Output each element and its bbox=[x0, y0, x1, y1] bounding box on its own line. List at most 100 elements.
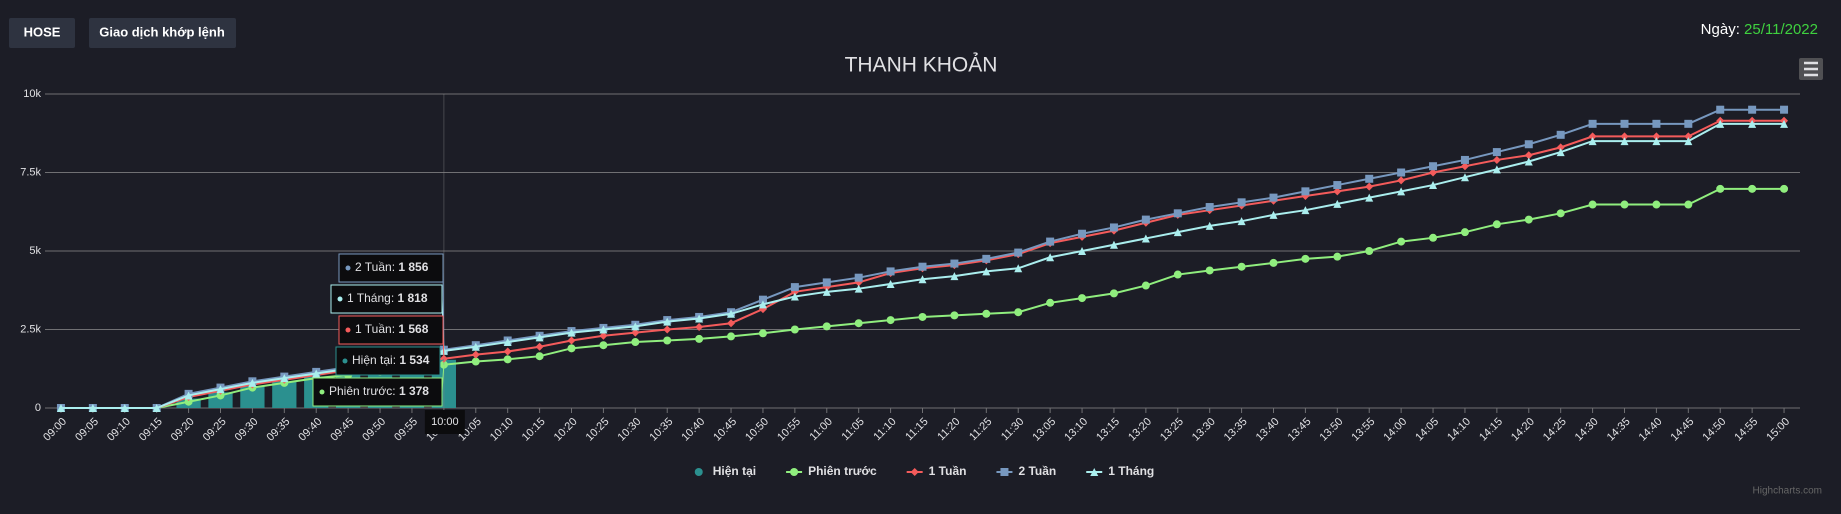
marker bbox=[1492, 165, 1501, 174]
y-tick-label: 0 bbox=[35, 402, 41, 414]
tooltip-connector bbox=[441, 364, 445, 393]
marker bbox=[535, 333, 544, 342]
marker bbox=[567, 336, 576, 345]
marker bbox=[950, 259, 959, 268]
marker bbox=[822, 287, 831, 296]
marker bbox=[120, 404, 129, 412]
marker bbox=[503, 338, 512, 347]
marker bbox=[1046, 237, 1055, 246]
tooltip-item: 1 Tuần: 1 568 bbox=[338, 315, 445, 359]
tooltip-value: 1 378 bbox=[399, 384, 429, 398]
marker bbox=[1333, 252, 1342, 261]
marker bbox=[1588, 200, 1597, 209]
marker bbox=[1780, 119, 1789, 128]
marker bbox=[950, 272, 959, 281]
marker bbox=[1173, 228, 1182, 237]
marker bbox=[1301, 206, 1310, 215]
marker bbox=[1780, 184, 1789, 193]
tooltip-series: 1 Tuần bbox=[355, 322, 392, 336]
marker bbox=[1301, 254, 1310, 263]
tooltip-series: Phiên trước bbox=[329, 384, 392, 398]
marker bbox=[822, 322, 831, 331]
button-match[interactable]: Giao dịch khớp lệnh bbox=[89, 18, 236, 48]
marker bbox=[1269, 210, 1278, 219]
button-label[interactable]: HOSE bbox=[24, 24, 61, 39]
marker bbox=[1492, 220, 1501, 229]
button-label[interactable]: Giao dịch khớp lệnh bbox=[99, 24, 225, 39]
legend-item[interactable]: 1 Tháng bbox=[1086, 464, 1154, 478]
marker bbox=[216, 391, 225, 400]
marker bbox=[918, 312, 927, 321]
tooltip-text: 1 Tháng: 1 818 bbox=[347, 291, 428, 305]
marker bbox=[695, 334, 704, 343]
y-tick-label: 2.5k bbox=[20, 323, 41, 335]
legend-item[interactable]: 2 Tuần bbox=[996, 464, 1056, 478]
tooltip-value: 1 818 bbox=[398, 291, 428, 305]
tooltip-text: Phiên trước: 1 378 bbox=[329, 384, 429, 398]
marker bbox=[1141, 281, 1150, 290]
marker bbox=[216, 385, 225, 394]
marker bbox=[1333, 181, 1342, 190]
legend-label: Hiện tại bbox=[713, 464, 756, 478]
marker bbox=[1620, 200, 1629, 209]
marker bbox=[1652, 119, 1661, 128]
marker bbox=[1173, 270, 1182, 279]
tooltip-dot bbox=[342, 358, 348, 364]
marker bbox=[822, 278, 831, 287]
marker bbox=[1365, 193, 1374, 202]
tooltip-series: Hiện tại bbox=[352, 353, 393, 367]
marker bbox=[1429, 162, 1438, 171]
marker bbox=[1014, 308, 1023, 317]
marker bbox=[503, 355, 512, 364]
menu-icon[interactable] bbox=[1804, 61, 1818, 77]
marker bbox=[663, 325, 672, 334]
button-bg[interactable] bbox=[89, 18, 236, 48]
marker bbox=[1046, 253, 1055, 262]
marker bbox=[758, 295, 767, 304]
legend-item[interactable]: 1 Tuần bbox=[906, 464, 967, 478]
button-bg[interactable] bbox=[9, 18, 75, 48]
marker bbox=[1556, 130, 1565, 139]
marker bbox=[1652, 200, 1661, 209]
tooltip-series: 1 Tháng bbox=[347, 291, 391, 305]
legend-item[interactable]: Phiên trước bbox=[786, 464, 877, 478]
button-hose[interactable]: HOSE bbox=[9, 18, 75, 48]
marker bbox=[886, 316, 895, 325]
marker bbox=[950, 311, 959, 320]
marker bbox=[1684, 119, 1693, 128]
menu-button[interactable] bbox=[1799, 58, 1823, 80]
marker bbox=[1460, 162, 1469, 171]
marker bbox=[982, 267, 991, 276]
tooltip-box bbox=[335, 346, 441, 376]
marker bbox=[854, 284, 863, 293]
marker bbox=[1524, 151, 1533, 160]
marker bbox=[1046, 298, 1055, 307]
tooltip-value: 1 568 bbox=[398, 322, 428, 336]
marker bbox=[1620, 132, 1629, 141]
tooltip-dot bbox=[337, 296, 343, 302]
marker bbox=[1237, 262, 1246, 271]
marker bbox=[790, 325, 799, 334]
marker bbox=[727, 332, 736, 341]
date: Ngày: 25/11/2022 bbox=[1701, 21, 1818, 38]
marker bbox=[1365, 182, 1374, 191]
tooltip-dot bbox=[345, 327, 351, 333]
marker bbox=[854, 273, 863, 282]
tooltip-box bbox=[312, 377, 443, 407]
marker bbox=[790, 283, 799, 292]
marker bbox=[790, 468, 799, 476]
marker bbox=[631, 338, 640, 347]
marker bbox=[1556, 148, 1565, 157]
marker bbox=[312, 369, 321, 378]
credit: Highcharts.com bbox=[1753, 486, 1822, 497]
marker bbox=[535, 342, 544, 351]
marker bbox=[727, 309, 736, 318]
marker bbox=[1684, 200, 1693, 209]
tooltip-connector bbox=[439, 359, 445, 362]
legend-item[interactable]: Hiện tại bbox=[694, 464, 756, 478]
marker bbox=[1588, 132, 1597, 141]
legend-label: Phiên trước bbox=[808, 464, 877, 478]
marker bbox=[1492, 148, 1501, 157]
